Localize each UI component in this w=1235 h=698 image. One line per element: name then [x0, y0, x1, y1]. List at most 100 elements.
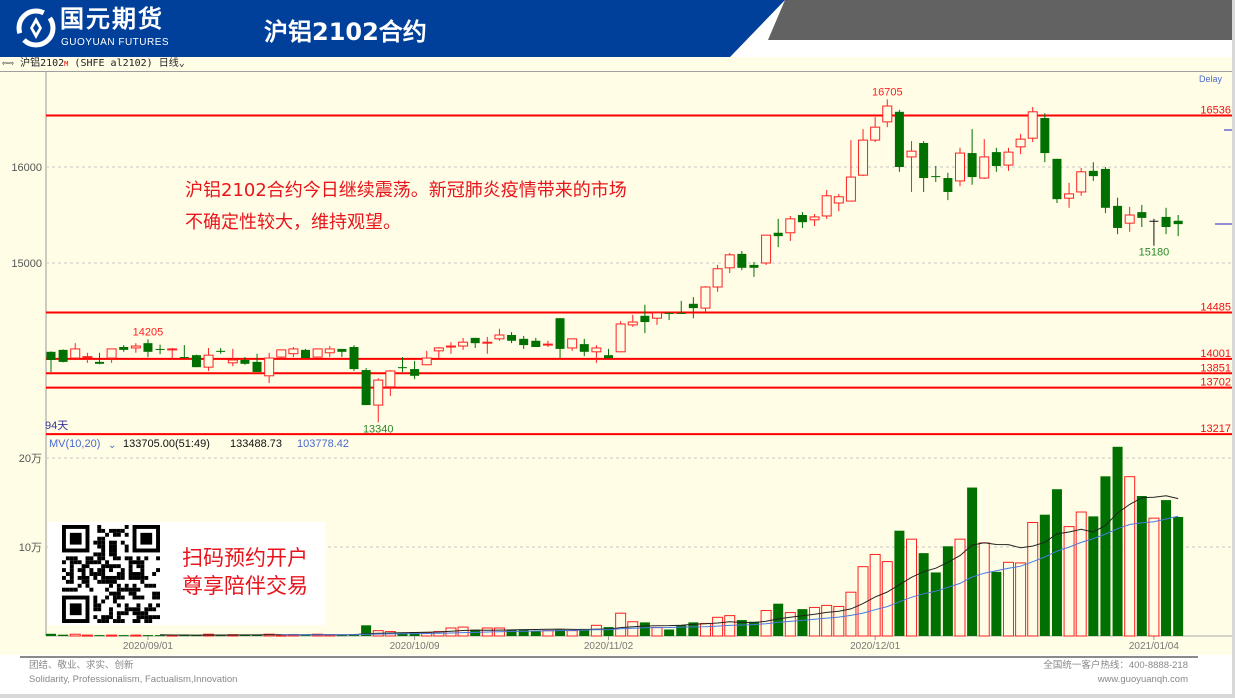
candle [458, 337, 469, 350]
candle [591, 345, 602, 363]
volume-bar [81, 634, 93, 637]
candle [664, 312, 674, 321]
header-gray-band [768, 0, 1232, 40]
volume-bar [46, 633, 56, 636]
volume-tick-label: 10万 [19, 542, 42, 554]
candle [46, 351, 56, 372]
delay-indicator: Delay [1199, 74, 1223, 84]
candle-body [252, 361, 262, 372]
kline-chart[interactable]: 16000 15000 20万 10万 2020/09/01 2020/10/09 2020… [0, 72, 1232, 655]
candle [833, 193, 844, 212]
volume-bar [1161, 500, 1172, 636]
candle [191, 354, 201, 368]
candle [361, 368, 371, 406]
candle-body [676, 312, 686, 314]
volume-bar [1148, 517, 1160, 637]
candle [179, 345, 189, 359]
indicator-volume: 133705.00(51:49) [123, 438, 210, 450]
candle-body [119, 347, 129, 350]
candle [203, 347, 214, 371]
candle [1124, 206, 1135, 232]
candle [276, 349, 287, 360]
candle [845, 140, 856, 202]
indicator-name: MV(10,20) [49, 438, 100, 450]
level-label: 14001 [1200, 348, 1231, 360]
candle-body [1137, 212, 1147, 218]
candle-body [579, 344, 589, 352]
candle-body [227, 359, 238, 364]
symbol-name[interactable]: 沪铝2102 [20, 58, 65, 69]
candle-body [1003, 151, 1014, 166]
guoyuan-logo-icon [16, 8, 56, 48]
candle-body [191, 355, 201, 368]
qr-promo-text: 扫码预约开户 尊享陪伴交易 [182, 544, 308, 600]
volume-bar [118, 635, 129, 637]
candle [676, 300, 686, 314]
candle-body [845, 176, 856, 202]
volume-bar [590, 624, 602, 637]
symbol-code: (SHFE al2102) [74, 58, 153, 69]
candle [615, 321, 626, 353]
candle-body [943, 178, 953, 192]
volume-bar [191, 635, 202, 637]
candle [627, 314, 638, 327]
period-label: 日线 [158, 58, 179, 69]
candle [155, 344, 165, 355]
volume-bar [530, 630, 541, 636]
candle-body [264, 357, 275, 377]
candle-body [507, 335, 517, 341]
candle-body [337, 348, 347, 352]
qr-promo-line: 尊享陪伴交易 [182, 574, 308, 598]
candle-body [712, 268, 723, 288]
candle-body [542, 343, 553, 346]
candle-body [821, 195, 832, 217]
volume-bar [1039, 514, 1050, 636]
candle [1076, 167, 1087, 196]
logo-text-cn: 国元期货 [60, 5, 164, 33]
qr-promo-line: 扫码预约开户 [182, 546, 308, 570]
volume-bar [336, 635, 347, 637]
candle-body [1076, 171, 1087, 193]
qr-code-icon[interactable] [62, 525, 160, 623]
candle [943, 172, 953, 201]
volume-bar [1002, 561, 1014, 637]
period-selector[interactable]: 日线⌄ [159, 58, 185, 69]
volume-bar [942, 546, 953, 636]
volume-bar [555, 629, 566, 636]
candle [567, 338, 578, 351]
candle-body [555, 318, 565, 349]
candle [906, 141, 917, 192]
volume-bar [579, 628, 590, 636]
candle-body [155, 348, 165, 350]
candle-body [445, 345, 456, 348]
candle [240, 357, 250, 365]
candle-body [106, 348, 117, 359]
candle-body [809, 216, 820, 221]
candle [70, 343, 81, 359]
candle-body [179, 357, 189, 359]
candle [227, 348, 238, 367]
candle [688, 297, 698, 319]
candle [264, 352, 275, 383]
volume-bar [699, 622, 711, 637]
candle [94, 352, 104, 365]
volume-bar [506, 629, 517, 636]
candle [604, 348, 614, 359]
back-forward-arrows-icon[interactable]: ⇦⇨ [2, 58, 15, 69]
candle [1161, 207, 1171, 235]
candle [1015, 133, 1026, 155]
candle [700, 286, 711, 312]
candle [507, 332, 517, 344]
candle [858, 129, 869, 177]
candle-body [700, 286, 711, 309]
website-link[interactable]: www.guoyuanqh.com [1097, 674, 1188, 685]
candle [919, 141, 929, 192]
chevron-down-icon: ⌄ [178, 58, 185, 69]
candle-body [482, 341, 493, 344]
candle-body [797, 215, 807, 223]
main-contract-marker: M [64, 60, 69, 68]
indicator-chevron-icon: ⌄ [108, 440, 116, 451]
price-annotation: 13340 [363, 423, 394, 435]
x-tick-label: 2020/12/01 [850, 641, 900, 652]
candle-body [979, 156, 990, 179]
